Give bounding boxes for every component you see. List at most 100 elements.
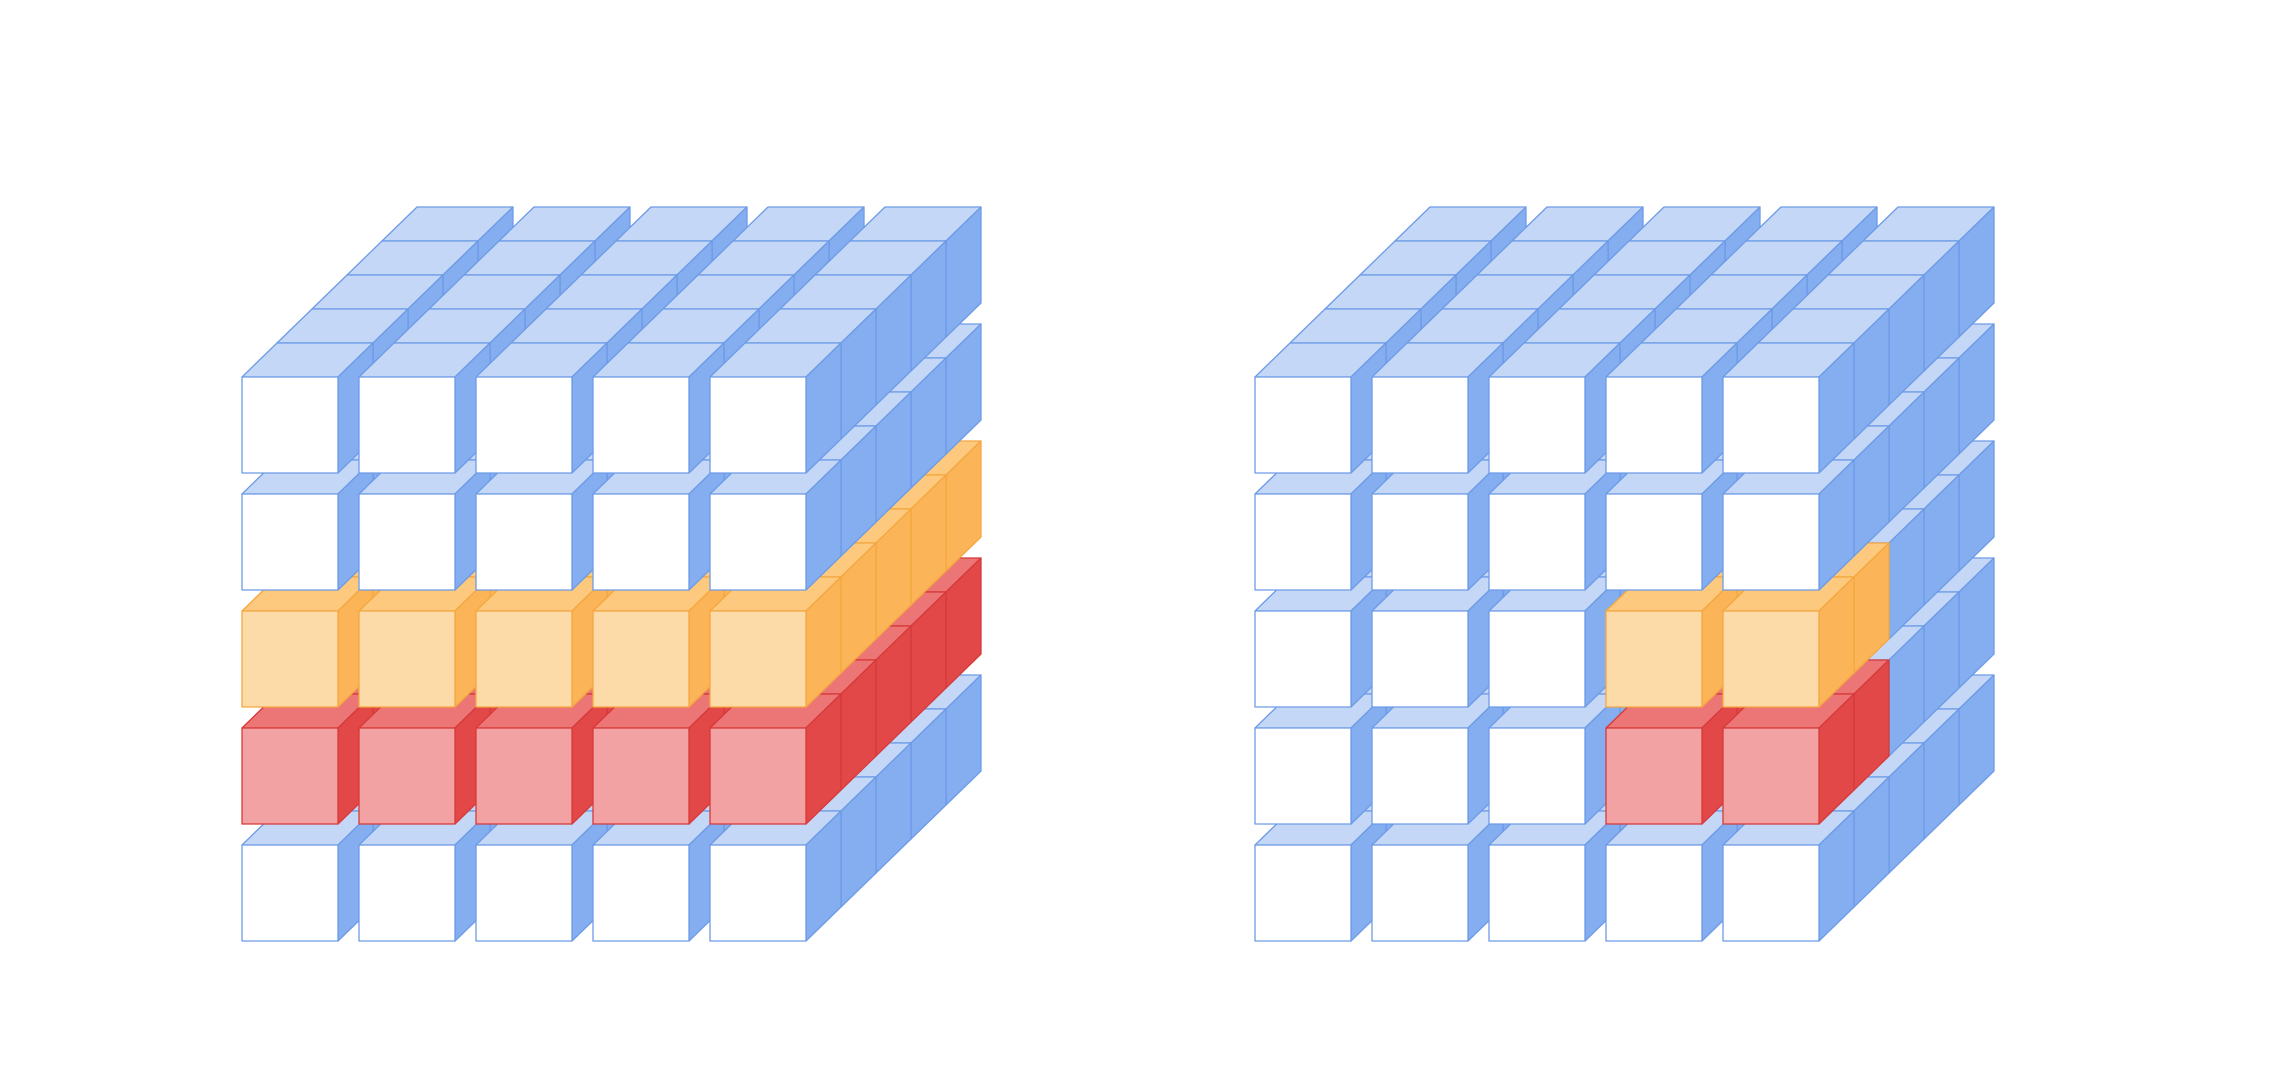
cube-cell	[1254, 459, 1387, 591]
cell-front-face	[358, 376, 456, 474]
cell-front-face	[592, 376, 690, 474]
cell-front-face	[1605, 493, 1703, 591]
cube-cell	[1488, 459, 1621, 591]
cell-front-face	[592, 493, 690, 591]
cube-cell	[475, 342, 608, 474]
cube-cell	[1254, 693, 1387, 825]
cell-front-face	[475, 493, 573, 591]
cube-cell	[358, 459, 491, 591]
cube-cell	[1371, 576, 1504, 708]
cube-cell	[592, 459, 725, 591]
cube-cell	[358, 810, 491, 942]
cell-front-face	[1488, 727, 1586, 825]
cube-cell	[1371, 693, 1504, 825]
cube-cell	[1605, 576, 1738, 708]
cell-front-face	[358, 844, 456, 942]
cube-cell	[358, 693, 491, 825]
cube-cell	[1605, 459, 1738, 591]
cell-front-face	[1254, 376, 1352, 474]
cell-front-face	[241, 844, 339, 942]
cell-front-face	[1488, 610, 1586, 708]
cell-front-face	[1722, 376, 1820, 474]
cube-cell	[592, 342, 725, 474]
cell-front-face	[1488, 376, 1586, 474]
cell-front-face	[358, 727, 456, 825]
cell-front-face	[358, 493, 456, 591]
cube-cell	[709, 459, 842, 591]
cell-front-face	[709, 727, 807, 825]
cube-cell	[241, 810, 374, 942]
cell-front-face	[475, 727, 573, 825]
cell-front-face	[1254, 727, 1352, 825]
cell-front-face	[709, 493, 807, 591]
cube-cell	[1722, 342, 1855, 474]
cube-cell	[1371, 342, 1504, 474]
cube-cell	[1722, 693, 1855, 825]
cell-front-face	[709, 376, 807, 474]
cell-front-face	[592, 610, 690, 708]
cube-cell	[1605, 810, 1738, 942]
cube-cell	[709, 576, 842, 708]
cube-cell	[1371, 459, 1504, 591]
cell-front-face	[241, 376, 339, 474]
cell-front-face	[358, 610, 456, 708]
cube-cell	[241, 693, 374, 825]
cell-front-face	[1722, 844, 1820, 942]
cell-front-face	[1371, 844, 1469, 942]
left-cube	[241, 206, 982, 942]
cell-front-face	[1488, 493, 1586, 591]
cell-front-face	[1254, 493, 1352, 591]
cube-cell	[1488, 693, 1621, 825]
cube-cell	[1254, 576, 1387, 708]
cube-cell	[1488, 810, 1621, 942]
cube-cell	[1254, 810, 1387, 942]
cell-front-face	[1722, 727, 1820, 825]
cell-front-face	[1488, 844, 1586, 942]
cube-cell	[475, 810, 608, 942]
cell-front-face	[592, 727, 690, 825]
cell-front-face	[1254, 610, 1352, 708]
cube-cell	[1254, 342, 1387, 474]
cell-front-face	[1605, 727, 1703, 825]
cell-front-face	[241, 727, 339, 825]
cube-cell	[475, 459, 608, 591]
cell-front-face	[475, 844, 573, 942]
cell-front-face	[1605, 844, 1703, 942]
cell-front-face	[1605, 376, 1703, 474]
cell-front-face	[1722, 610, 1820, 708]
cell-front-face	[241, 610, 339, 708]
cell-front-face	[1371, 610, 1469, 708]
cube-cell	[241, 459, 374, 591]
cell-front-face	[1605, 610, 1703, 708]
cube-cell	[1605, 693, 1738, 825]
cube-cell	[1722, 810, 1855, 942]
cell-front-face	[709, 610, 807, 708]
cell-front-face	[475, 376, 573, 474]
cell-front-face	[1371, 493, 1469, 591]
cube-cell	[475, 576, 608, 708]
cube-cell	[592, 693, 725, 825]
cell-front-face	[1371, 727, 1469, 825]
cube-cell	[1605, 342, 1738, 474]
cube-cell	[1488, 576, 1621, 708]
cell-front-face	[475, 610, 573, 708]
right-cube	[1254, 206, 1995, 942]
cube-cell	[241, 576, 374, 708]
cell-front-face	[1371, 376, 1469, 474]
cube-cell	[1488, 342, 1621, 474]
cube-cell	[358, 576, 491, 708]
cube-cell	[1722, 459, 1855, 591]
cube-cell	[709, 693, 842, 825]
cell-front-face	[592, 844, 690, 942]
cube-cell	[592, 810, 725, 942]
cell-front-face	[241, 493, 339, 591]
cube-cell	[241, 342, 374, 474]
cube-cell	[592, 576, 725, 708]
cell-front-face	[1254, 844, 1352, 942]
cube-cell	[709, 342, 842, 474]
cube-cell	[709, 810, 842, 942]
cube-cell	[358, 342, 491, 474]
cell-front-face	[709, 844, 807, 942]
cube-cell	[1722, 576, 1855, 708]
